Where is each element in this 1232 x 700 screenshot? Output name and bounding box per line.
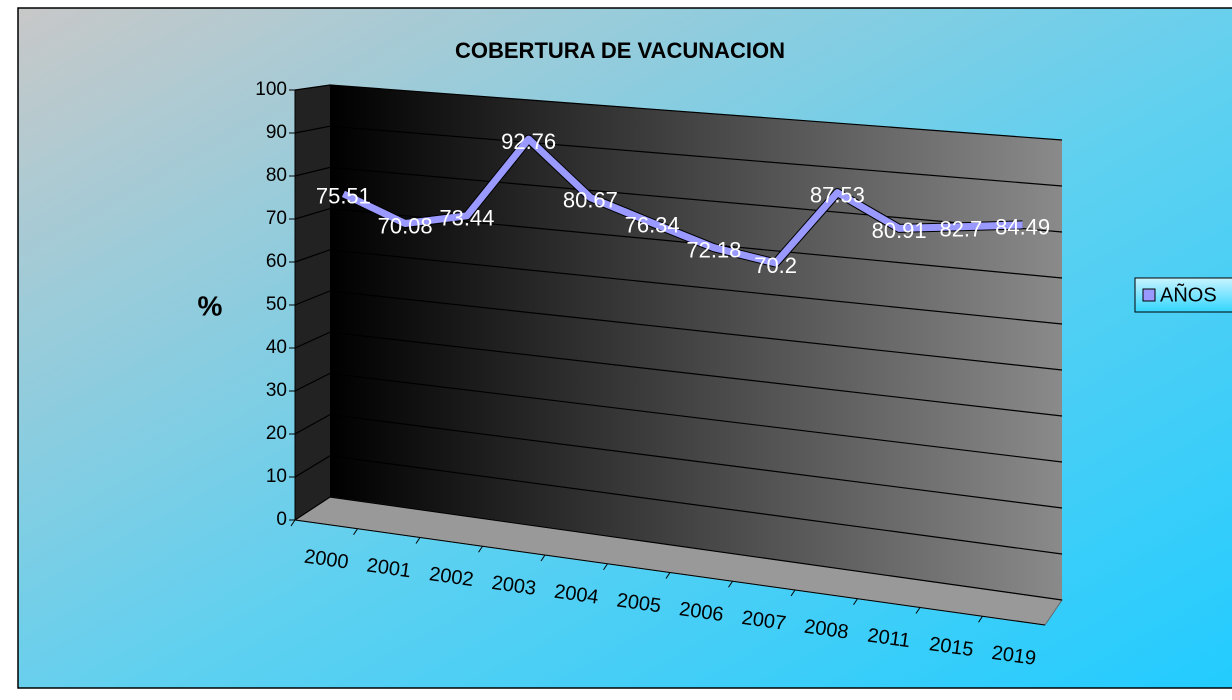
x-tick [728,580,733,588]
y-tick-label: 90 [266,122,287,143]
data-label: 73.44 [439,206,494,231]
data-label: 70.2 [754,253,797,278]
data-label: 75.51 [316,184,371,209]
data-label: 76.34 [625,213,680,238]
data-label: 87.53 [810,182,865,207]
x-tick [415,537,421,544]
data-label: 70.08 [378,213,433,238]
data-label: 82.7 [939,217,982,242]
y-tick-label: 40 [266,337,287,358]
line [341,135,1023,267]
x-tick [290,519,296,527]
y-tick-label: 70 [266,208,287,229]
grid-line [294,496,1063,601]
data-label: 72.18 [686,237,741,262]
data-label: 92.76 [501,129,556,154]
grid-line [294,372,1063,463]
y-tick-label: 50 [266,294,287,315]
y-tick-label: 100 [255,79,287,100]
y-tick-label: 60 [266,251,287,272]
y-tick-label: 20 [266,423,287,444]
y-tick-label: 30 [266,380,287,401]
chart-title: COBERTURA DE VACUNACION [455,38,785,63]
side-wall [295,85,330,520]
y-tick-label: 80 [266,165,287,186]
grid-line [294,413,1063,509]
data-label: 80.91 [872,218,927,243]
y-tick-label: 0 [276,509,287,530]
grid-line [294,331,1063,417]
y-tick-label: 10 [266,466,287,487]
data-label: 80.67 [563,187,618,212]
x-tick [665,572,671,579]
grid-line [294,455,1063,555]
data-label: 84.49 [995,215,1050,240]
x-tick [603,563,608,571]
x-tick [790,589,796,597]
grid-line [294,84,1063,141]
x-tick [353,528,358,536]
x-tick [915,607,921,614]
x-tick [978,615,983,623]
grid-line [294,249,1063,325]
grid-line [294,207,1063,279]
x-tick [478,545,483,553]
grid-line [294,125,1063,187]
legend-label: AÑOS [1160,282,1217,306]
legend-swatch [1142,288,1156,302]
y-axis-label: % [198,290,223,321]
x-tick [853,598,858,606]
grid-line [294,290,1063,371]
x-tick [540,554,546,562]
